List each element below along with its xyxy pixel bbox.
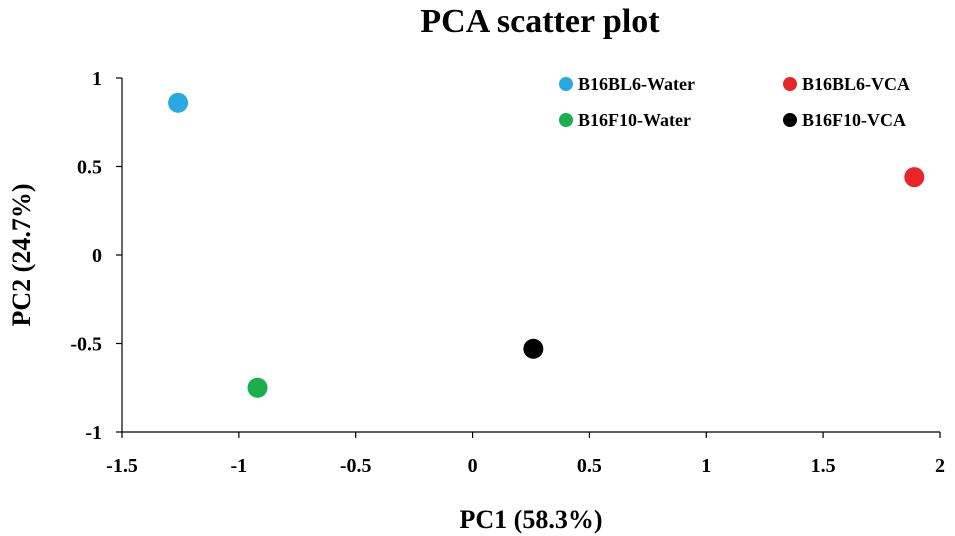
legend-marker	[783, 113, 797, 127]
legend-label: B16BL6-VCA	[802, 74, 910, 94]
legend: B16BL6-Water B16BL6-VCA B16F10-Water B16F10…	[559, 74, 910, 130]
legend-marker	[783, 77, 797, 91]
x-tick-label: 1	[701, 455, 711, 477]
y-ticks: 1 0.5 0 -0.5 -1	[70, 68, 122, 444]
data-point-b16f10-vca	[523, 338, 544, 359]
legend-label: B16F10-VCA	[802, 110, 906, 130]
plot-axes	[121, 78, 940, 433]
data-point-b16f10-water	[247, 377, 268, 398]
x-tick-label: -1.5	[106, 455, 138, 477]
x-ticks: -1.5 -1 -0.5 0 0.5 1 1.5 2	[106, 432, 945, 477]
x-tick-label: 1.5	[811, 455, 836, 477]
x-tick-label: 2	[935, 455, 945, 477]
data-point-b16bl6-water	[168, 92, 189, 113]
legend-marker	[559, 77, 573, 91]
y-tick-label: 0	[92, 245, 102, 267]
legend-marker	[559, 113, 573, 127]
y-tick-label: -1	[85, 422, 102, 444]
legend-label: B16F10-Water	[578, 110, 691, 130]
legend-label: B16BL6-Water	[578, 74, 695, 94]
x-tick-label: 0.5	[577, 455, 602, 477]
x-tick-label: -1	[231, 455, 248, 477]
data-point-b16bl6-vca	[904, 167, 925, 188]
y-axis-label: PC2 (24.7%)	[7, 184, 36, 327]
y-tick-label: 1	[92, 68, 102, 90]
y-tick-label: 0.5	[77, 157, 102, 179]
data-points	[168, 92, 925, 398]
y-tick-label: -0.5	[70, 334, 102, 356]
x-tick-label: -0.5	[340, 455, 372, 477]
chart-title: PCA scatter plot	[420, 3, 660, 40]
x-tick-label: 0	[468, 455, 478, 477]
x-axis-label: PC1 (58.3%)	[460, 505, 603, 534]
